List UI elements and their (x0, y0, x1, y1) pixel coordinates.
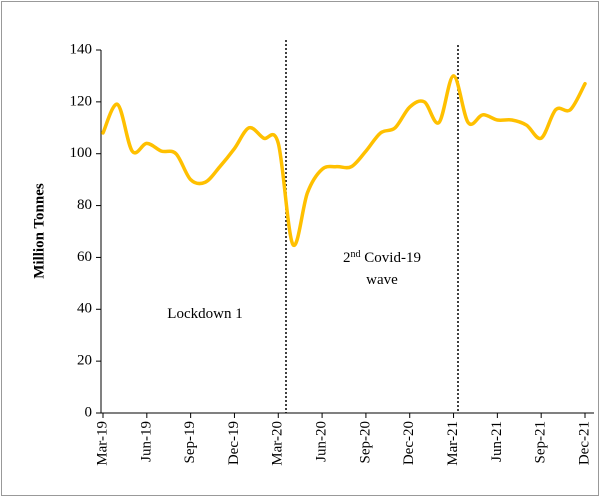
y-axis-label: Million Tonnes (31, 183, 47, 279)
annotation-part: 2 (343, 250, 351, 266)
x-tick-label: Mar-21 (445, 421, 461, 466)
x-tick-label: Dec-20 (401, 421, 417, 465)
y-tick-label: 60 (77, 249, 92, 265)
y-tick-label: 80 (77, 197, 92, 213)
x-tick-label: Jun-19 (138, 421, 154, 462)
y-tick-label: 40 (77, 301, 92, 317)
series-line (101, 74, 587, 248)
x-tick-label: Mar-19 (94, 421, 110, 466)
annotation: Lockdown 1 (167, 306, 242, 322)
y-tick-label: 20 (77, 353, 92, 369)
y-tick-label: 140 (70, 41, 93, 57)
y-tick-label: 0 (85, 404, 93, 420)
x-tick-label: Dec-19 (226, 421, 242, 465)
x-tick-label: Sep-20 (357, 421, 373, 464)
annotation: wave (366, 272, 398, 288)
x-tick-label: Sep-19 (182, 421, 198, 464)
y-tick-label: 100 (70, 145, 93, 161)
x-tick-label: Mar-20 (270, 421, 286, 466)
x-tick-label: Jun-20 (314, 421, 330, 462)
x-tick-label: Jun-21 (489, 421, 505, 462)
annotation-part: Covid-19 (361, 250, 421, 266)
y-tick-label: 120 (70, 93, 93, 109)
x-tick-label: Dec-21 (576, 421, 592, 465)
annotation: 2nd Covid-19 (343, 249, 421, 266)
x-tick-label: Sep-21 (533, 421, 549, 464)
annotation-sup: nd (351, 249, 361, 260)
